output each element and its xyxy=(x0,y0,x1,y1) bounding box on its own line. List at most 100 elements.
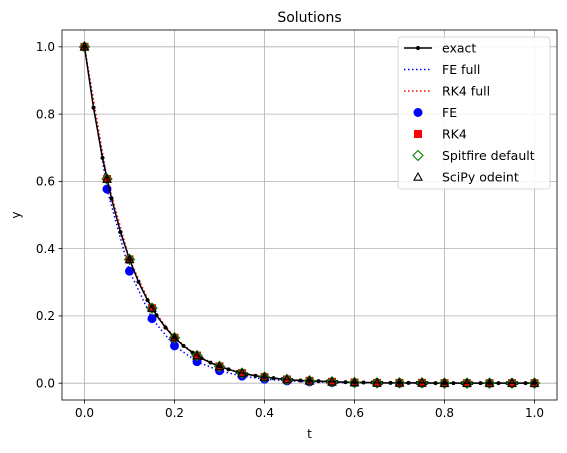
y-tick-label: 0.6 xyxy=(36,175,55,189)
y-tick-label: 0.0 xyxy=(36,376,55,390)
legend-label: RK4 full xyxy=(442,84,490,99)
data-point xyxy=(214,361,225,371)
data-point xyxy=(217,364,222,369)
legend-swatch-marker xyxy=(414,130,422,138)
series-line xyxy=(83,46,535,384)
legend-item: exact xyxy=(404,41,476,56)
data-point xyxy=(181,343,186,348)
legend-box xyxy=(397,36,551,190)
data-point xyxy=(208,360,213,365)
series-exact xyxy=(82,44,537,386)
data-point xyxy=(271,376,276,381)
data-point xyxy=(282,374,292,384)
data-point xyxy=(253,373,258,378)
data-point xyxy=(506,377,518,389)
legend-label: FE full xyxy=(442,62,480,77)
data-point xyxy=(78,41,91,53)
data-point xyxy=(170,341,179,351)
data-point xyxy=(102,173,112,183)
series-spitfire-default xyxy=(78,41,541,389)
y-tick-label: 0.4 xyxy=(36,242,55,256)
data-point xyxy=(439,378,450,387)
data-point xyxy=(417,377,427,387)
data-point xyxy=(433,381,438,386)
data-point xyxy=(100,155,105,160)
y-tick-label: 1.0 xyxy=(36,40,55,54)
data-point xyxy=(79,41,90,51)
data-point xyxy=(523,381,528,386)
data-point xyxy=(168,331,181,344)
legend-item: SciPy odeint xyxy=(413,170,519,185)
legend-item: FE full xyxy=(404,62,480,77)
data-point xyxy=(487,381,492,386)
data-point xyxy=(348,376,361,389)
series-scipy-odeint xyxy=(79,41,540,387)
data-point xyxy=(304,375,315,385)
x-tick-label: 0.6 xyxy=(345,406,364,420)
data-point xyxy=(462,378,472,387)
data-point xyxy=(397,380,402,385)
legend-item: RK4 xyxy=(414,127,467,142)
data-point xyxy=(163,325,168,330)
data-point xyxy=(303,375,316,387)
data-point xyxy=(394,377,405,387)
data-point xyxy=(327,376,337,386)
data-point xyxy=(352,380,357,385)
data-point xyxy=(154,313,159,318)
data-point xyxy=(326,376,338,388)
legend-label: SciPy odeint xyxy=(442,170,519,185)
axis-ticks: 0.0 0.2 0.4 0.6 0.8 1.0 0.0 0.2 0.4 0.6 0.8 1.0 xyxy=(36,40,544,420)
legend-swatch-marker xyxy=(413,171,423,181)
data-point xyxy=(371,377,383,389)
data-point xyxy=(484,378,495,387)
data-point xyxy=(226,367,231,372)
data-point xyxy=(259,371,270,381)
legend-swatch-marker xyxy=(412,149,424,162)
data-point xyxy=(146,302,158,314)
data-point xyxy=(532,381,537,386)
data-point xyxy=(372,377,382,387)
data-point xyxy=(496,381,501,386)
data-point xyxy=(123,253,136,266)
x-tick-label: 1.0 xyxy=(525,406,544,420)
data-point xyxy=(91,105,96,110)
data-point xyxy=(393,377,406,389)
data-point xyxy=(101,173,113,185)
legend-swatch-marker xyxy=(413,108,423,117)
legend-swatch-marker xyxy=(416,46,420,50)
data-point xyxy=(361,380,366,385)
y-tick-label: 0.8 xyxy=(36,107,55,121)
data-point xyxy=(438,377,451,389)
legend: exact FE full RK4 full FE RK4 Spitfire defaul… xyxy=(397,36,551,190)
data-point xyxy=(416,377,428,389)
data-point xyxy=(478,381,483,386)
data-point xyxy=(192,350,202,360)
x-tick-label: 0.4 xyxy=(255,406,274,420)
data-point xyxy=(388,380,393,385)
legend-label: Spitfire default xyxy=(442,148,535,163)
data-point xyxy=(82,44,87,49)
data-point xyxy=(147,303,157,312)
x-axis-label: t xyxy=(307,427,312,441)
x-tick-label: 0.8 xyxy=(435,406,454,420)
data-point xyxy=(262,375,267,380)
data-point xyxy=(442,381,447,386)
data-point xyxy=(298,378,303,383)
data-point xyxy=(406,380,411,385)
data-point xyxy=(191,349,203,362)
data-point xyxy=(507,378,517,387)
data-point xyxy=(316,379,321,384)
data-point xyxy=(258,371,271,383)
data-point xyxy=(125,266,134,276)
data-point xyxy=(528,377,541,389)
data-point xyxy=(451,381,456,386)
legend-label: FE xyxy=(442,105,457,120)
legend-label: RK4 xyxy=(442,127,467,142)
data-point xyxy=(237,367,247,377)
data-point xyxy=(118,230,123,235)
y-tick-label: 0.2 xyxy=(36,309,55,323)
data-point xyxy=(213,360,226,373)
legend-item: RK4 full xyxy=(404,84,490,99)
chart-title: Solutions xyxy=(277,10,341,26)
